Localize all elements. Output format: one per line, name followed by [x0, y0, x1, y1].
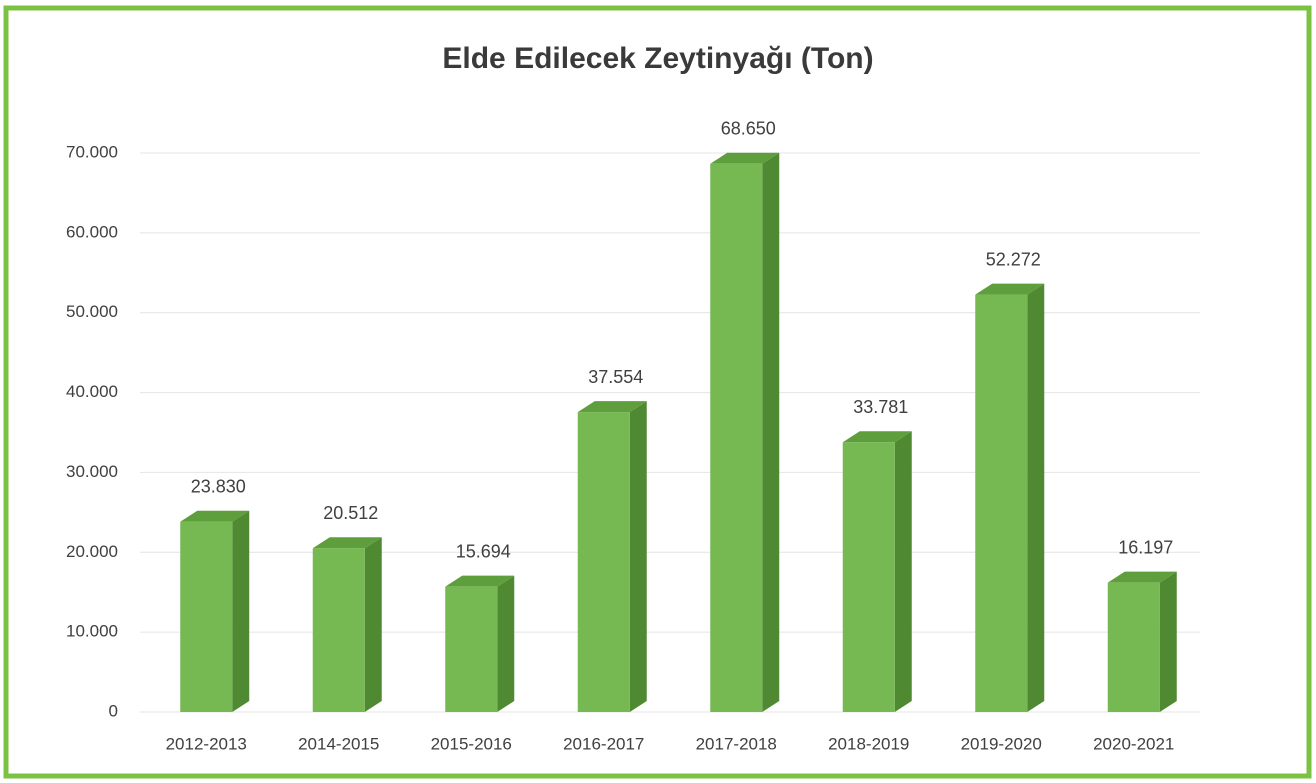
bar [577, 412, 630, 712]
bar-side [497, 575, 515, 712]
bar [842, 442, 895, 712]
value-label: 23.830 [191, 476, 246, 496]
x-tick-label: 2020-2021 [1093, 734, 1174, 753]
bar-side [629, 401, 647, 712]
bar-top [1107, 571, 1177, 583]
bar [1107, 582, 1160, 712]
x-tick-label: 2015-2016 [431, 734, 512, 753]
bar-top [975, 283, 1045, 295]
bar-side [1159, 571, 1177, 712]
bar-side [894, 431, 912, 712]
value-label: 16.197 [1118, 537, 1173, 557]
y-tick-label: 50.000 [66, 302, 118, 321]
y-tick-label: 40.000 [66, 382, 118, 401]
value-label: 15.694 [456, 541, 511, 561]
x-tick-label: 2017-2018 [696, 734, 777, 753]
x-tick-label: 2018-2019 [828, 734, 909, 753]
y-tick-label: 0 [109, 701, 118, 720]
chart-title: Elde Edilecek Zeytinyağı (Ton) [442, 42, 873, 75]
bar-top [445, 575, 515, 587]
bar-top [180, 510, 250, 522]
y-tick-label: 70.000 [66, 142, 118, 161]
x-tick-label: 2014-2015 [298, 734, 379, 753]
bar-side [232, 510, 250, 712]
x-tick-label: 2012-2013 [166, 734, 247, 753]
bar-top [312, 537, 382, 549]
bar-top [842, 431, 912, 443]
bar [445, 586, 498, 712]
y-tick-label: 60.000 [66, 222, 118, 241]
bar [312, 548, 365, 712]
bar [975, 294, 1028, 712]
bar-side [364, 537, 382, 712]
bar-top [577, 401, 647, 413]
bar [710, 163, 763, 713]
x-tick-label: 2019-2020 [961, 734, 1042, 753]
value-label: 33.781 [853, 397, 908, 417]
bar-side [1027, 283, 1045, 712]
value-label: 68.650 [721, 119, 776, 139]
bar-top [710, 152, 780, 164]
y-tick-label: 30.000 [66, 462, 118, 481]
y-tick-label: 10.000 [66, 622, 118, 641]
value-label: 20.512 [323, 503, 378, 523]
value-label: 37.554 [588, 367, 643, 387]
bar [180, 521, 233, 712]
y-tick-label: 20.000 [66, 542, 118, 561]
value-label: 52.272 [986, 249, 1041, 269]
bar-side [762, 152, 780, 713]
x-tick-label: 2016-2017 [563, 734, 644, 753]
